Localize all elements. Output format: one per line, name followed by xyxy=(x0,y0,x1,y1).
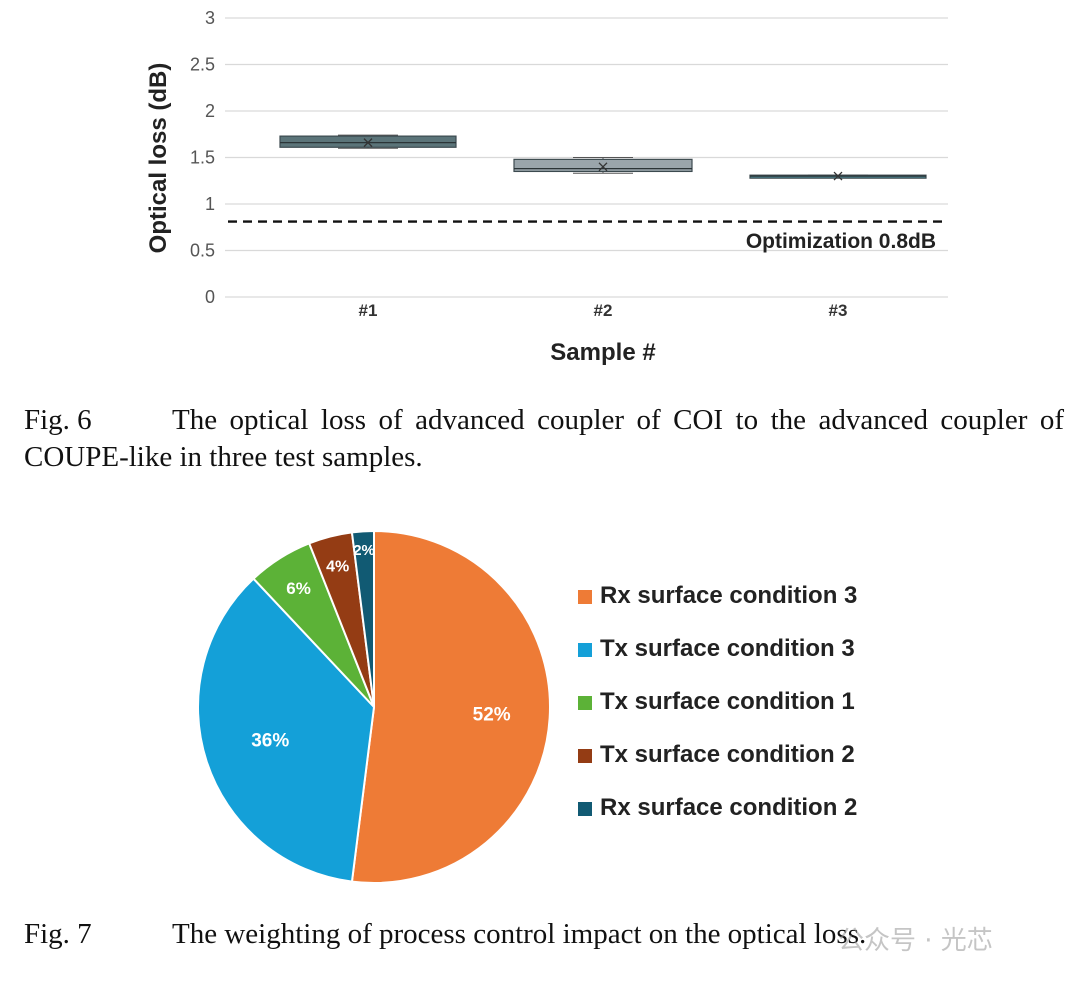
mean-marker xyxy=(363,138,373,148)
legend-label: Rx surface condition 3 xyxy=(600,582,857,609)
legend-swatch xyxy=(578,590,592,604)
y-tick-label: 1.5 xyxy=(190,148,215,168)
fig7-number: Fig. 7 xyxy=(24,918,92,950)
box-1 xyxy=(279,134,457,149)
box-3 xyxy=(749,171,927,181)
fig6-caption: Fig. 6 The optical loss of advanced coupl… xyxy=(24,402,1064,476)
y-tick-label: 1 xyxy=(205,194,215,214)
legend-label: Tx surface condition 3 xyxy=(600,635,855,662)
mean-marker xyxy=(598,162,608,172)
x-tick-label: #1 xyxy=(359,301,378,320)
slice-label: 36% xyxy=(251,731,289,752)
legend-item: Rx surface condition 3 xyxy=(578,582,857,609)
y-axis-title: Optical loss (dB) xyxy=(145,63,172,254)
reference-line-label: Optimization 0.8dB xyxy=(746,230,936,253)
fig7-text: The weighting of process control impact … xyxy=(172,918,867,950)
legend-swatch xyxy=(578,643,592,657)
x-tick-label: #3 xyxy=(829,301,848,320)
pie-slice xyxy=(350,529,375,708)
y-tick-label: 0.5 xyxy=(190,241,215,261)
mean-marker xyxy=(833,171,843,181)
slice-label: 52% xyxy=(473,704,511,725)
legend-label: Tx surface condition 2 xyxy=(600,741,855,768)
box-chart: 0 0.5 1 1.5 2 2.5 3 #1 #2 #3 Optimization 0.8dB Sam… xyxy=(145,8,948,366)
slice-label: 2% xyxy=(353,542,375,559)
legend-swatch xyxy=(578,696,592,710)
legend-swatch xyxy=(578,749,592,763)
box-body xyxy=(279,135,457,148)
box-2 xyxy=(513,157,693,174)
legend-item: Tx surface condition 2 xyxy=(578,741,855,768)
fig6-number: Fig. 6 xyxy=(24,404,92,436)
pie-slice xyxy=(197,577,376,883)
legend-item: Tx surface condition 1 xyxy=(578,688,855,715)
y-tick-label: 2 xyxy=(205,101,215,121)
pie-chart: 52% 36% 6% 4%2% Rx surface condition 3 Tx sur… xyxy=(197,529,857,884)
slice-label: 4% xyxy=(326,559,349,576)
fig6-text: The optical loss of advanced coupler of … xyxy=(24,404,1064,473)
x-tick-label: #2 xyxy=(594,301,613,320)
pie-slice xyxy=(350,529,551,884)
legend-swatch xyxy=(578,802,592,816)
fig7-caption: Fig. 7 The weighting of process control i… xyxy=(24,916,1064,953)
legend-label: Rx surface condition 2 xyxy=(600,794,857,821)
x-axis-title: Sample # xyxy=(550,339,655,366)
y-tick-label: 0 xyxy=(205,287,215,307)
legend-label: Tx surface condition 1 xyxy=(600,688,855,715)
legend-item: Rx surface condition 2 xyxy=(578,794,857,821)
legend-item: Tx surface condition 3 xyxy=(578,635,855,662)
y-tick-label: 3 xyxy=(205,8,215,28)
slice-label: 6% xyxy=(286,579,311,598)
box-body xyxy=(513,158,693,173)
watermark: 公众号 · 光芯 xyxy=(838,926,993,956)
y-tick-label: 2.5 xyxy=(190,55,215,75)
